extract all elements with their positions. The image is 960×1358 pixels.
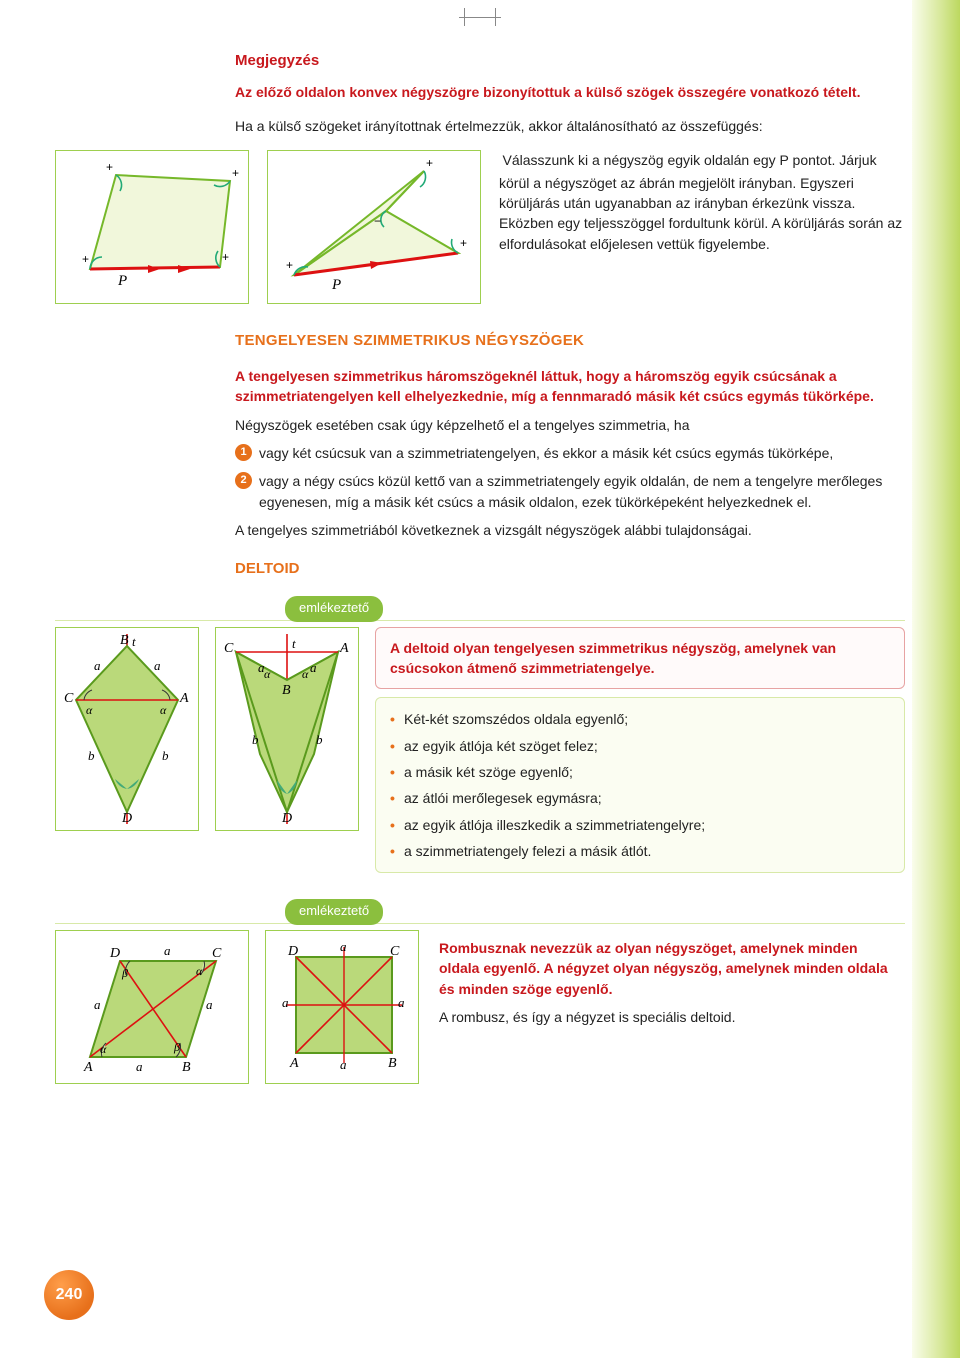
section-heading-1: TENGELYESEN SZIMMETRIKUS NÉGYSZÖGEK: [235, 330, 905, 352]
svg-text:α: α: [86, 703, 93, 717]
body-block-1: A tengelyesen szimmetrikus háromszögekné…: [235, 366, 905, 540]
fig-square-box: A B C D a a a a: [265, 930, 419, 1084]
fig-kite1-box: t B A C D a a b b α α: [55, 627, 199, 831]
svg-text:a: a: [398, 995, 405, 1010]
svg-text:C: C: [212, 946, 222, 961]
svg-text:a: a: [282, 995, 289, 1010]
fig-kite1: t B A C D a a b b α α: [62, 634, 192, 824]
prop-4: az átlói merőlegesek egymásra;: [390, 785, 890, 811]
fig-convex: P + + + +: [62, 157, 242, 297]
fig-kite2-box: t C A B D a a b b α α: [215, 627, 359, 831]
svg-text:B: B: [388, 1056, 397, 1071]
reminder-tab-1: emlékeztető: [285, 596, 383, 622]
fig-concave: P + + + −: [274, 157, 474, 297]
properties-deltoid: Két-két szomszédos oldala egyenlő; az eg…: [375, 697, 905, 873]
reminder-deltoid: emlékeztető t B A C D a a b b: [55, 596, 905, 873]
svg-text:b: b: [316, 732, 323, 747]
svg-text:t: t: [292, 636, 296, 651]
svg-text:α: α: [160, 703, 167, 717]
svg-text:C: C: [390, 944, 400, 959]
svg-text:a: a: [206, 997, 213, 1012]
reminder-tab-2: emlékeztető: [285, 899, 383, 925]
svg-text:−: −: [374, 214, 381, 228]
svg-text:a: a: [310, 660, 317, 675]
svg-text:B: B: [282, 683, 291, 698]
svg-text:b: b: [88, 748, 95, 763]
prop-1: Két-két szomszédos oldala egyenlő;: [390, 706, 890, 732]
p4: A tengelyes szimmetriából következnek a …: [235, 520, 905, 540]
note-heading: Megjegyzés: [235, 50, 905, 72]
case-2: 2vagy a négy csúcs közül kettő van a szi…: [235, 471, 905, 512]
intro-black: Ha a külső szögeket irányítottnak értelm…: [235, 116, 905, 136]
svg-text:P: P: [117, 273, 127, 289]
svg-text:D: D: [121, 811, 132, 824]
svg-text:β: β: [173, 1040, 180, 1054]
svg-text:+: +: [232, 166, 239, 180]
svg-text:P: P: [331, 277, 341, 293]
svg-text:D: D: [287, 944, 298, 959]
svg-text:D: D: [109, 946, 120, 961]
svg-text:a: a: [94, 658, 101, 673]
fig-rhombus: A B C D a a a a α α β β: [62, 937, 242, 1077]
definition-deltoid: A deltoid olyan tengelyesen szimmetrikus…: [375, 627, 905, 690]
svg-text:+: +: [286, 258, 293, 272]
svg-text:A: A: [83, 1060, 93, 1075]
svg-text:a: a: [340, 1057, 347, 1072]
svg-text:C: C: [64, 691, 74, 706]
fig-convex-box: P + + + +: [55, 150, 249, 304]
svg-text:a: a: [94, 997, 101, 1012]
prop-2: az egyik átlója két szöget felez;: [390, 733, 890, 759]
fig-square: A B C D a a a a: [272, 937, 412, 1077]
svg-text:α: α: [302, 667, 309, 681]
svg-text:a: a: [136, 1059, 143, 1074]
page-number: 240: [44, 1270, 94, 1320]
svg-text:a: a: [340, 939, 347, 954]
svg-text:b: b: [162, 748, 169, 763]
svg-text:A: A: [339, 641, 349, 656]
fig1-para: Válasszunk ki a négyszög egyik oldalán e…: [499, 150, 905, 304]
fig-kite2: t C A B D a a b b α α: [222, 634, 352, 824]
crop-mark: [464, 8, 496, 26]
svg-text:A: A: [289, 1056, 299, 1071]
svg-text:+: +: [426, 157, 433, 170]
rhombus-text: Rombusznak nevezzük az olyan négyszöget,…: [435, 930, 905, 1037]
svg-text:b: b: [252, 732, 259, 747]
fig-concave-box: P + + + −: [267, 150, 481, 304]
prop-5: az egyik átlója illeszkedik a szimmetria…: [390, 812, 890, 838]
case-1: 1vagy két csúcsuk van a szimmetriatengel…: [235, 443, 905, 463]
fig-rhombus-box: A B C D a a a a α α β β: [55, 930, 249, 1084]
svg-text:B: B: [120, 634, 129, 648]
svg-text:α: α: [100, 1042, 107, 1056]
prop-6: a szimmetriatengely felezi a másik átlót…: [390, 838, 890, 864]
svg-text:t: t: [132, 634, 136, 649]
svg-text:C: C: [224, 641, 234, 656]
svg-text:B: B: [182, 1060, 191, 1075]
p-emph: A tengelyesen szimmetrikus háromszögekné…: [235, 366, 905, 407]
svg-text:a: a: [164, 943, 171, 958]
prop-3: a másik két szöge egyenlő;: [390, 759, 890, 785]
figure-row-1: P + + + +: [55, 150, 905, 304]
svg-text:+: +: [82, 252, 89, 266]
sub-heading-deltoid: DELTOID: [235, 558, 905, 580]
svg-text:+: +: [222, 250, 229, 264]
svg-text:a: a: [154, 658, 161, 673]
p3: Négyszögek esetében csak úgy képzelhető …: [235, 415, 905, 435]
svg-text:A: A: [179, 691, 189, 706]
case-list: 1vagy két csúcsuk van a szimmetriatengel…: [235, 443, 905, 512]
svg-text:α: α: [264, 667, 271, 681]
svg-text:+: +: [106, 160, 113, 174]
intro-red: Az előző oldalon konvex négyszögre bizon…: [235, 82, 905, 102]
svg-text:β: β: [121, 966, 128, 980]
svg-text:+: +: [460, 236, 467, 250]
reminder-rhombus: emlékeztető A B C D a a a a α: [55, 899, 905, 1084]
svg-text:D: D: [281, 811, 292, 824]
svg-text:α: α: [196, 964, 203, 978]
